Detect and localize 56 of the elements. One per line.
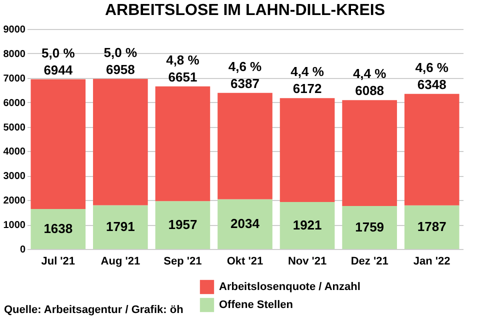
chart-title: ARBEITSLOSE IM LAHN-DILL-KREIS bbox=[105, 2, 386, 19]
legend-label: Offene Stellen bbox=[219, 299, 294, 311]
total-label: 6944 bbox=[44, 62, 74, 78]
bar bbox=[155, 86, 210, 202]
bar bbox=[404, 205, 460, 249]
x-tick-label: Sep '21 bbox=[164, 256, 202, 268]
y-tick-label: 6000 bbox=[3, 98, 26, 109]
annotation: 5,0 % bbox=[104, 44, 138, 60]
x-tick-label: Jul '21 bbox=[41, 256, 76, 268]
y-tick-label: 9000 bbox=[3, 24, 26, 36]
total-label: 6387 bbox=[230, 76, 260, 91]
legend-label: Arbeitslosenquote / Anzahl bbox=[219, 281, 360, 293]
bar bbox=[30, 208, 86, 249]
y-tick-label: 3000 bbox=[3, 171, 26, 182]
y-tick-label: 8000 bbox=[3, 48, 26, 60]
data-label: 2034 bbox=[230, 216, 260, 232]
annotation: 5,0 % bbox=[42, 45, 76, 60]
x-tick-label: Okt '21 bbox=[226, 256, 264, 268]
bar bbox=[280, 98, 335, 202]
total-label: 6958 bbox=[106, 62, 135, 77]
data-label: 1638 bbox=[44, 220, 73, 236]
y-tick-label: 2000 bbox=[3, 196, 26, 207]
bar bbox=[93, 205, 148, 249]
total-label: 6172 bbox=[292, 81, 322, 96]
annotation: 4,4 % bbox=[352, 66, 387, 82]
data-label: 1787 bbox=[417, 219, 446, 234]
total-label: 6651 bbox=[168, 69, 198, 84]
annotation: 4,8 % bbox=[166, 52, 200, 68]
annotation: 4,4 % bbox=[290, 64, 324, 80]
annotation: 4,6 % bbox=[415, 60, 449, 75]
data-label: 1791 bbox=[106, 219, 135, 234]
source-note: Quelle: Arbeitsagentur / Grafik: öh bbox=[4, 304, 184, 316]
y-tick-label: 1000 bbox=[3, 220, 26, 232]
y-tick-label: 7000 bbox=[3, 73, 26, 84]
annotation: 4,6 % bbox=[228, 58, 262, 74]
y-tick-label: 0 bbox=[20, 244, 26, 256]
bar bbox=[155, 201, 210, 249]
bar bbox=[404, 94, 460, 206]
data-label: 1957 bbox=[168, 217, 198, 232]
y-tick-label: 5000 bbox=[3, 122, 26, 134]
data-label: 1759 bbox=[355, 220, 384, 234]
bar bbox=[218, 199, 272, 249]
bar bbox=[342, 206, 397, 249]
data-label: 1921 bbox=[292, 218, 322, 233]
bar bbox=[280, 202, 335, 249]
x-tick-label: Jan '22 bbox=[413, 256, 450, 268]
x-tick-label: Dez '21 bbox=[350, 256, 388, 268]
total-label: 6348 bbox=[417, 76, 446, 92]
bar bbox=[93, 78, 148, 206]
total-label: 6088 bbox=[355, 83, 384, 98]
bar bbox=[30, 79, 86, 209]
x-tick-label: Aug '21 bbox=[100, 256, 140, 268]
bar bbox=[218, 92, 272, 200]
y-tick-label: 4000 bbox=[3, 146, 26, 158]
bar bbox=[342, 100, 397, 206]
x-tick-label: Nov '21 bbox=[288, 256, 327, 268]
